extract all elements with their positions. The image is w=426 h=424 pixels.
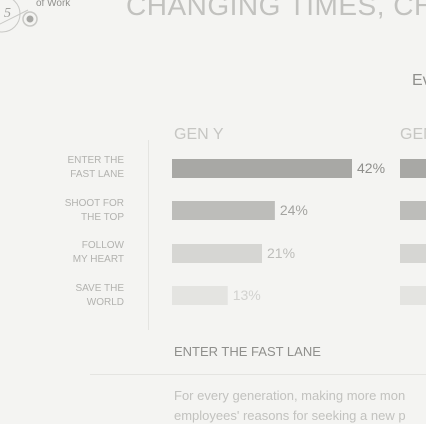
category-label-world: SAVE THE WORLD xyxy=(75,283,124,308)
series-header-gen: GEN xyxy=(400,126,426,143)
bar-0-3 xyxy=(172,286,228,305)
logo-number: 5 xyxy=(4,6,11,21)
cut-heading: Ev xyxy=(412,72,426,89)
bar-value-label-0-0: 42% xyxy=(357,160,385,176)
chart-divider xyxy=(148,140,149,330)
category-label-heart: FOLLOW MY HEART xyxy=(72,240,124,265)
bar-chart: 42% 24% 21% 13% xyxy=(172,159,426,305)
bar-0-0 xyxy=(172,159,352,178)
body-line-1: For every generation, making more mon xyxy=(174,388,406,403)
bar-1-0 xyxy=(400,159,426,178)
section-title: ENTER THE FAST LANE xyxy=(174,344,321,359)
bar-0-2 xyxy=(172,244,262,263)
logo-caption: of Work xyxy=(36,0,71,9)
bar-0-1 xyxy=(172,201,275,220)
logo-icon xyxy=(0,0,38,33)
bar-1-1 xyxy=(400,201,426,220)
bar-value-label-0-2: 21% xyxy=(267,245,295,261)
series-header-gen-y: GEN Y xyxy=(174,126,224,143)
category-label-top: SHOOT FOR THE TOP xyxy=(64,198,124,223)
bar-value-label-0-3: 13% xyxy=(233,287,261,303)
category-label-fast-lane: ENTER THE FAST LANE xyxy=(67,155,125,180)
body-line-2: employees' reasons for seeking a new p xyxy=(174,408,406,423)
bar-1-2 xyxy=(400,244,426,263)
bar-1-3 xyxy=(400,286,426,305)
bar-value-label-0-1: 24% xyxy=(280,202,308,218)
page-title: CHANGING TIMES, CH xyxy=(126,0,426,21)
section-divider xyxy=(90,374,426,375)
section-body: For every generation, making more mon em… xyxy=(174,386,426,424)
